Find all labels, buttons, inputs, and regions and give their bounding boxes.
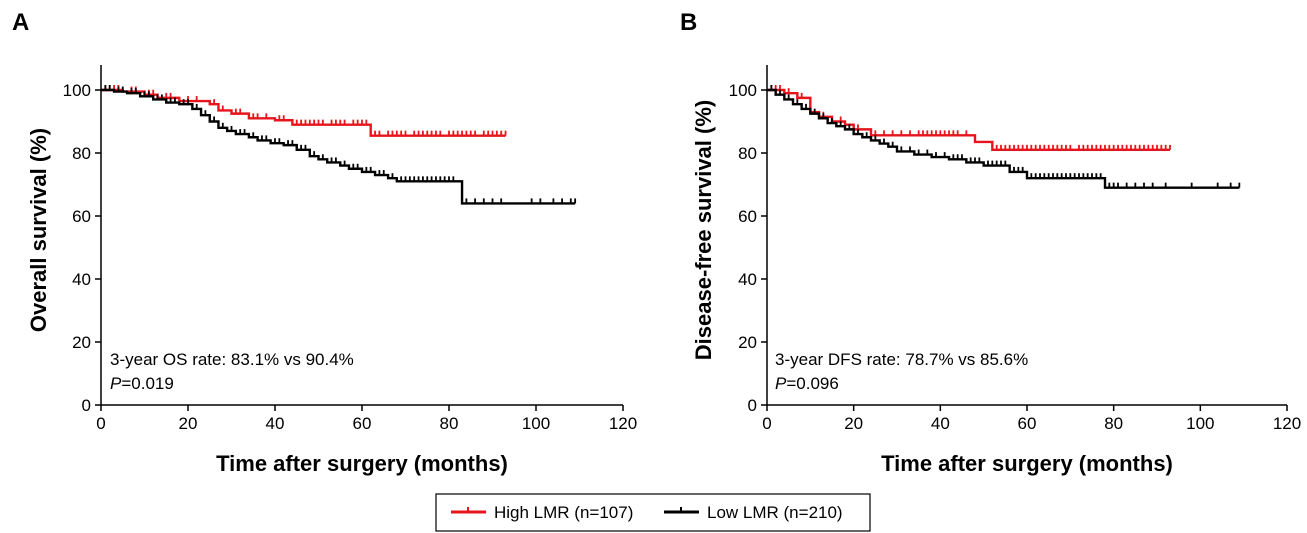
panel-label-a: A <box>12 9 29 36</box>
panel-b-x-tick-label: 80 <box>1104 414 1123 433</box>
panel-a-x-tick-label: 100 <box>522 414 550 433</box>
panel-a-y-tick-label: 40 <box>72 270 91 289</box>
panel-b-y-axis-title: Disease-free survival (%) <box>691 100 716 360</box>
panel-b-p-value: =0.096 <box>786 374 838 393</box>
panel-b-x-tick-label: 60 <box>1018 414 1037 433</box>
panel-b-x-tick-label: 0 <box>762 414 771 433</box>
panel-a-x-tick-label: 40 <box>266 414 285 433</box>
panel-b-y-tick-label: 100 <box>729 81 757 100</box>
legend-box <box>435 493 871 532</box>
panel-a-x-tick-label: 20 <box>179 414 198 433</box>
panel-a-x-tick-label: 80 <box>440 414 459 433</box>
panel-b-y-tick-label: 0 <box>748 396 757 415</box>
panel-b-x-tick-label: 100 <box>1186 414 1214 433</box>
panel-a-plot-area: 0 20 40 60 80 100 120 0 20 40 60 80 100 <box>63 65 637 433</box>
panel-b-x-tick-label: 40 <box>931 414 950 433</box>
panel-a-p-annotation: P=0.019 <box>110 374 174 393</box>
panel-a-y-tick-label: 0 <box>82 396 91 415</box>
panel-a-y-tick-label: 100 <box>63 81 91 100</box>
panel-b-curve-low-lmr <box>767 88 1240 189</box>
panel-b-x-tick-label: 20 <box>844 414 863 433</box>
panel-a-p-label: P <box>110 374 122 393</box>
panel-b-rate-annotation: 3-year DFS rate: 78.7% vs 85.6% <box>775 350 1028 369</box>
panel-a-y-axis-title: Overall survival (%) <box>26 128 51 332</box>
panel-a-y-tick-label: 20 <box>72 333 91 352</box>
panel-a-curve-low-lmr <box>101 88 576 205</box>
panel-b-x-axis-title: Time after surgery (months) <box>881 451 1173 476</box>
panel-a-x-tick-label: 120 <box>609 414 637 433</box>
panel-a-y-tick-label: 80 <box>72 144 91 163</box>
panel-b-p-label: P <box>775 374 787 393</box>
panel-a-x-tick-label: 60 <box>353 414 372 433</box>
panel-b-y-tick-label: 60 <box>738 207 757 226</box>
panel-label-b: B <box>680 9 697 36</box>
panel-a-x-tick-label: 0 <box>96 414 105 433</box>
panel-b-y-tick-label: 40 <box>738 270 757 289</box>
panel-b-plot-area: 0 20 40 60 80 100 120 0 20 40 60 80 100 <box>729 65 1301 433</box>
panel-b-y-tick-label: 20 <box>738 333 757 352</box>
legend-label-low-lmr: Low LMR (n=210) <box>707 503 843 522</box>
panel-b-y-tick-label: 80 <box>738 144 757 163</box>
panel-a-y-tick-label: 60 <box>72 207 91 226</box>
legend-label-high-lmr: High LMR (n=107) <box>494 503 633 522</box>
legend: High LMR (n=107) Low LMR (n=210) <box>435 493 871 532</box>
panel-b-x-tick-label: 120 <box>1273 414 1301 433</box>
panel-a-x-axis-title: Time after surgery (months) <box>216 451 508 476</box>
panel-a-rate-annotation: 3-year OS rate: 83.1% vs 90.4% <box>110 350 354 369</box>
panel-b-curve-high-lmr <box>767 88 1170 152</box>
panel-b-p-annotation: P=0.096 <box>775 374 839 393</box>
panel-a-p-value: =0.019 <box>121 374 173 393</box>
